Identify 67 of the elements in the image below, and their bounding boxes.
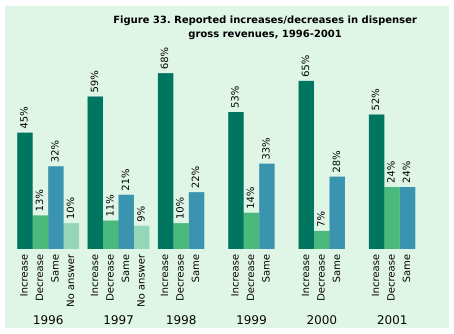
text: Same: [402, 254, 414, 282]
data-label: 59%: [90, 70, 101, 92]
text: Increase: [371, 254, 382, 296]
data-label: 10%: [176, 196, 187, 220]
bar: [188, 192, 204, 249]
data-label: 32%: [50, 140, 62, 162]
text: No answer: [66, 253, 77, 307]
x-tick-label: 2000: [306, 313, 338, 328]
bar: [400, 186, 416, 249]
text: Decrease: [35, 254, 46, 301]
bar: [158, 73, 174, 249]
data-label: 65%: [300, 54, 312, 77]
data-label: 33%: [261, 137, 272, 160]
data-label: 28%: [332, 150, 343, 173]
bar: [48, 166, 64, 249]
bar: [134, 226, 150, 249]
chart-title: Figure 33. Reported increases/decreases in dispenser gross revenues, 1996-2001: [113, 15, 417, 40]
text: Same: [120, 254, 132, 282]
data-label: 13%: [35, 189, 46, 212]
text: Decrease: [316, 254, 328, 301]
x-tick-label: 1999: [236, 313, 267, 328]
text: Increase: [230, 254, 242, 296]
x-tick-label: 1996: [32, 313, 64, 328]
data-label: 9%: [136, 206, 148, 222]
bar: [368, 114, 384, 249]
x-tick-label: 2001: [376, 313, 408, 328]
text: Same: [261, 254, 272, 282]
x-tick-label: 1998: [166, 313, 196, 328]
data-label: 52%: [371, 88, 382, 111]
bar: [298, 80, 314, 249]
x-tick-label: 1997: [103, 313, 134, 328]
bar: [314, 230, 330, 249]
data-label: 45%: [20, 106, 31, 129]
bar: [17, 132, 33, 249]
text: Increase: [300, 254, 312, 296]
text: Same: [50, 254, 62, 282]
text: Same: [332, 254, 343, 282]
bar: [32, 215, 48, 249]
text: Decrease: [246, 254, 258, 301]
data-label: 22%: [191, 166, 202, 188]
data-label: 24%: [402, 160, 414, 183]
text: Same: [191, 254, 202, 282]
bar: [244, 212, 260, 249]
data-label: 21%: [120, 168, 132, 191]
data-label: 7%: [316, 211, 328, 227]
text: Increase: [90, 254, 101, 296]
bar: [173, 223, 189, 249]
data-label: 53%: [230, 86, 242, 108]
text: Increase: [20, 254, 31, 296]
data-label: 24%: [386, 160, 398, 183]
text: Decrease: [176, 254, 187, 301]
text: No answer: [136, 254, 148, 307]
data-label: 10%: [66, 196, 77, 220]
text: Decrease: [386, 254, 398, 301]
bar: [103, 220, 118, 249]
bar: [228, 112, 244, 249]
data-label: 68%: [160, 46, 172, 70]
bar: [384, 186, 400, 249]
text: Decrease: [105, 254, 116, 301]
bar: [259, 164, 275, 249]
bar: [118, 194, 134, 249]
bar: [88, 96, 104, 249]
bar: [330, 176, 345, 249]
data-label: 11%: [105, 194, 116, 217]
data-label: 14%: [246, 186, 258, 209]
bar: [64, 223, 80, 249]
text: Increase: [160, 254, 172, 296]
